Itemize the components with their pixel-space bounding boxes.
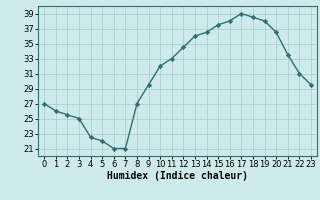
X-axis label: Humidex (Indice chaleur): Humidex (Indice chaleur)	[107, 171, 248, 181]
